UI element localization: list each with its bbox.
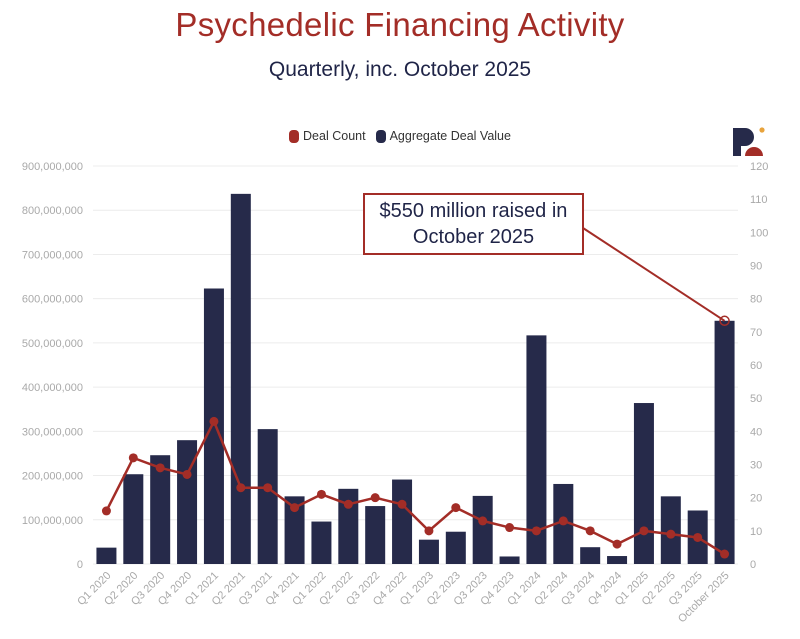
- right-axis-tick-label: 70: [750, 327, 762, 339]
- right-axis-tick-label: 80: [750, 294, 762, 306]
- deal-count-point: [639, 526, 649, 536]
- deal-count-point: [666, 529, 676, 539]
- right-axis-tick-label: 20: [750, 493, 762, 505]
- annotation-box: $550 million raised in October 2025: [363, 193, 584, 255]
- right-axis-tick-label: 60: [750, 360, 762, 372]
- chart-title: Psychedelic Financing Activity: [175, 6, 625, 43]
- left-axis: 0 100,000,000 200,000,000 300,000,000 400,00…: [22, 161, 83, 571]
- legend-swatch-deal-count: [289, 129, 300, 143]
- deal-count-point: [693, 532, 703, 542]
- bar-mark: [203, 288, 224, 564]
- bar-mark: [257, 429, 278, 564]
- deal-count-point: [290, 503, 300, 513]
- deal-count-point: [478, 516, 488, 526]
- deal-count-point: [182, 469, 192, 479]
- left-axis-tick-label: 100,000,000: [22, 515, 83, 527]
- right-axis-tick-label: 110: [750, 194, 768, 206]
- bar-mark: [445, 531, 466, 564]
- bar-mark: [150, 455, 171, 564]
- legend-item-deal-count[interactable]: Deal Count: [289, 129, 366, 143]
- deal-count-point: [101, 506, 111, 516]
- deal-count-point: [316, 489, 326, 499]
- bar-mark: [392, 479, 413, 564]
- bar-mark: [96, 547, 117, 564]
- legend-swatch-aggregate-value: [375, 129, 386, 143]
- bar-mark: [499, 556, 520, 564]
- deal-count-point: [128, 453, 138, 463]
- left-axis-tick-label: 200,000,000: [22, 471, 83, 483]
- brand-logo-icon: [733, 127, 765, 156]
- bar-mark: [284, 496, 305, 564]
- deal-count-point: [505, 523, 515, 533]
- bar-mark: [472, 495, 493, 564]
- deal-count-point: [343, 499, 353, 509]
- bar-mark: [607, 556, 628, 564]
- bar-mark: [365, 506, 386, 564]
- annotation-target-marker: [719, 315, 730, 327]
- bar-mark: [633, 403, 654, 564]
- deal-count-point: [209, 416, 219, 426]
- right-axis: 0 10 20 30 40 50 60 70 80 90 100 110 120: [750, 161, 768, 571]
- legend-item-aggregate-value[interactable]: Aggregate Deal Value: [375, 129, 511, 143]
- right-axis-tick-label: 50: [750, 393, 762, 405]
- right-axis-tick-label: 90: [750, 261, 762, 273]
- left-axis-tick-label: 900,000,000: [22, 161, 83, 173]
- deal-count-point: [720, 549, 730, 559]
- chart-legend: Deal Count Aggregate Deal Value: [0, 129, 800, 143]
- right-axis-tick-label: 100: [750, 227, 768, 239]
- bar-mark: [230, 193, 251, 565]
- right-axis-tick-label: 120: [750, 161, 768, 173]
- deal-count-point: [155, 463, 165, 473]
- deal-count-point: [424, 526, 434, 536]
- left-axis-tick-label: 800,000,000: [22, 205, 83, 217]
- deal-count-point: [585, 526, 595, 536]
- bar-mark: [418, 539, 439, 564]
- left-axis-tick-label: 700,000,000: [22, 249, 83, 261]
- left-axis-tick-label: 0: [77, 559, 83, 571]
- annotation-text: $550 million raised in October 2025: [379, 200, 568, 248]
- deal-count-point: [397, 499, 407, 509]
- deal-count-point: [612, 539, 622, 549]
- chart-subtitle: Quarterly, inc. October 2025: [268, 58, 532, 81]
- left-axis-tick-label: 600,000,000: [22, 294, 83, 306]
- left-axis-tick-label: 500,000,000: [22, 338, 83, 350]
- bar-mark: [311, 521, 332, 564]
- legend-label-aggregate-value: Aggregate Deal Value: [389, 129, 511, 143]
- bar-mark: [338, 488, 359, 564]
- bar-mark: [580, 547, 601, 564]
- bar-mark: [526, 335, 547, 564]
- right-axis-tick-label: 40: [750, 426, 762, 438]
- deal-count-point: [370, 493, 380, 503]
- annotation-connector: [582, 227, 726, 322]
- bar-mark: [177, 440, 198, 564]
- deal-count-point: [263, 483, 273, 493]
- bar-mark: [714, 320, 735, 564]
- deal-count-point: [236, 483, 246, 493]
- deal-count-line: [105, 420, 726, 556]
- right-axis-tick-label: 0: [750, 559, 756, 571]
- legend-label-deal-count: Deal Count: [303, 129, 366, 143]
- left-axis-tick-label: 400,000,000: [22, 382, 83, 394]
- bar-mark: [123, 474, 144, 564]
- deal-count-point: [451, 503, 461, 513]
- line-series: [101, 315, 730, 559]
- deal-count-point: [531, 526, 541, 536]
- left-axis-tick-label: 300,000,000: [22, 426, 83, 438]
- right-axis-tick-label: 10: [750, 526, 762, 538]
- deal-count-point: [558, 516, 568, 526]
- right-axis-tick-label: 30: [750, 460, 762, 472]
